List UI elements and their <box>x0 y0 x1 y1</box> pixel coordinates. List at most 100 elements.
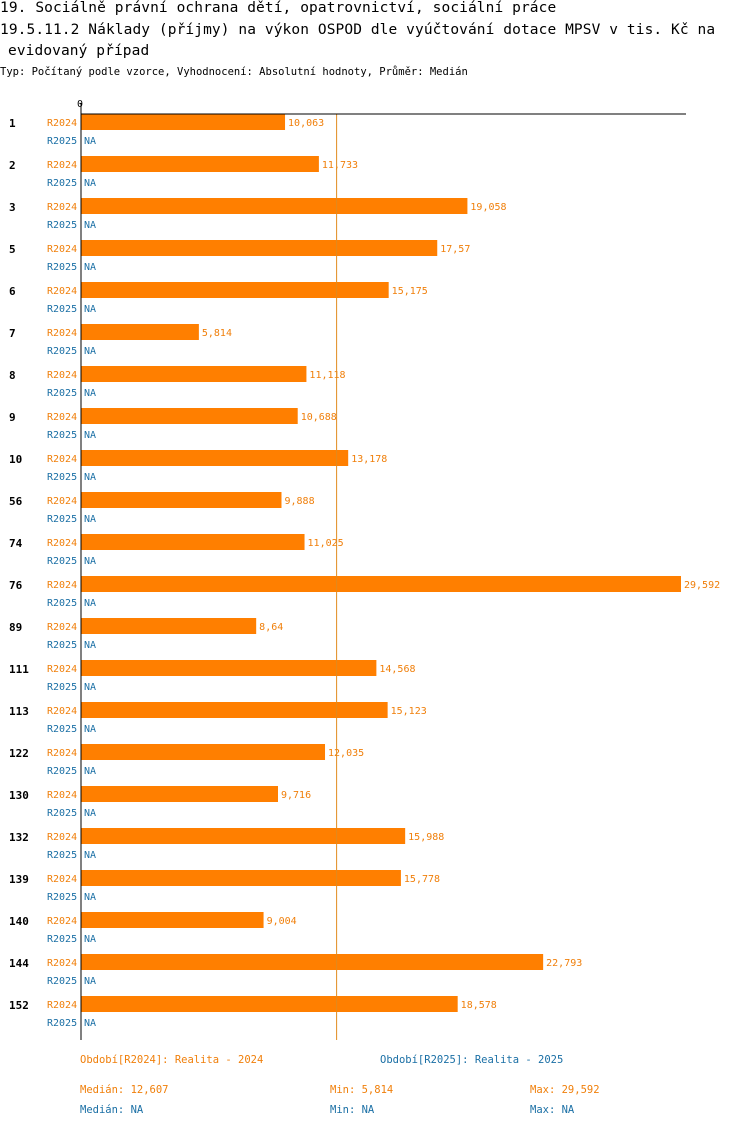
category-label: 122 <box>9 747 29 760</box>
category-label: 140 <box>9 915 29 928</box>
series-label-r2024: R2024 <box>47 202 77 213</box>
data-label-r2024: 15,175 <box>392 286 428 297</box>
series-label-r2025: R2025 <box>47 976 77 987</box>
data-label-r2025: NA <box>84 514 96 525</box>
series-label-r2024: R2024 <box>47 790 77 801</box>
stat-r2024-median: Medián: 12,607 <box>80 1084 169 1096</box>
bar-r2024 <box>81 660 377 676</box>
data-label-r2024: 17,57 <box>440 244 470 255</box>
data-label-r2024: 11,733 <box>322 160 358 171</box>
series-label-r2025: R2025 <box>47 556 77 567</box>
series-label-r2024: R2024 <box>47 580 77 591</box>
bar-r2024 <box>81 702 388 718</box>
series-label-r2025: R2025 <box>47 262 77 273</box>
bar-r2024 <box>81 786 278 802</box>
bar-r2024 <box>81 744 326 760</box>
legend-r2025-title: Období[R2025]: Realita - 2025 <box>380 1054 564 1066</box>
category-label: 74 <box>9 537 23 550</box>
series-label-r2025: R2025 <box>47 514 77 525</box>
category-label: 132 <box>9 831 29 844</box>
series-label-r2025: R2025 <box>47 220 77 231</box>
data-label-r2024: 11,025 <box>308 538 344 549</box>
series-label-r2024: R2024 <box>47 286 77 297</box>
category-label: 56 <box>9 495 23 508</box>
series-label-r2025: R2025 <box>47 892 77 903</box>
data-label-r2025: NA <box>84 346 96 357</box>
series-label-r2024: R2024 <box>47 706 77 717</box>
bar-r2024 <box>81 366 307 382</box>
data-label-r2024: 15,123 <box>391 706 427 717</box>
category-label: 3 <box>9 201 16 214</box>
series-label-r2024: R2024 <box>47 748 77 759</box>
chart-title-line-2: 19.5.11.2 Náklady (příjmy) na výkon OSPO… <box>0 22 716 38</box>
chart-title-line-3: evidovaný případ <box>8 43 150 59</box>
series-label-r2025: R2025 <box>47 598 77 609</box>
series-label-r2024: R2024 <box>47 958 77 969</box>
series-label-r2025: R2025 <box>47 850 77 861</box>
category-label: 6 <box>9 285 16 298</box>
data-label-r2025: NA <box>84 724 96 735</box>
series-label-r2025: R2025 <box>47 388 77 399</box>
data-label-r2024: 22,793 <box>546 958 582 969</box>
category-label: 130 <box>9 789 29 802</box>
series-label-r2025: R2025 <box>47 472 77 483</box>
data-label-r2024: 15,988 <box>408 832 444 843</box>
series-label-r2025: R2025 <box>47 430 77 441</box>
data-label-r2024: 11,118 <box>309 370 345 381</box>
bar-chart: 0 1 R2024 10,063 R2025 NA 2 R2024 11,733 R2025 NA 3… <box>9 99 720 1040</box>
data-label-r2025: NA <box>84 472 96 483</box>
category-label: 5 <box>9 243 16 256</box>
category-label: 8 <box>9 369 16 382</box>
category-label: 9 <box>9 411 16 424</box>
data-label-r2025: NA <box>84 682 96 693</box>
legend-r2024-title: Období[R2024]: Realita - 2024 <box>80 1054 264 1066</box>
bar-r2024 <box>81 492 282 508</box>
data-label-r2025: NA <box>84 892 96 903</box>
series-label-r2025: R2025 <box>47 640 77 651</box>
bar-r2024 <box>81 534 305 550</box>
data-label-r2025: NA <box>84 304 96 315</box>
series-label-r2024: R2024 <box>47 874 77 885</box>
data-label-r2024: 9,004 <box>267 916 297 927</box>
category-label: 7 <box>9 327 16 340</box>
series-label-r2025: R2025 <box>47 304 77 315</box>
bar-r2024 <box>81 114 286 130</box>
series-label-r2024: R2024 <box>47 622 77 633</box>
data-label-r2024: 8,64 <box>259 622 283 633</box>
bar-r2024 <box>81 870 401 886</box>
category-label: 76 <box>9 579 23 592</box>
series-label-r2025: R2025 <box>47 724 77 735</box>
bar-r2024 <box>81 912 264 928</box>
stat-r2024-min: Min: 5,814 <box>330 1084 394 1096</box>
data-label-r2025: NA <box>84 1018 96 1029</box>
series-label-r2024: R2024 <box>47 370 77 381</box>
bar-r2024 <box>81 618 257 634</box>
data-label-r2025: NA <box>84 556 96 567</box>
series-label-r2024: R2024 <box>47 160 77 171</box>
data-label-r2024: 13,178 <box>351 454 387 465</box>
category-label: 2 <box>9 159 16 172</box>
series-label-r2024: R2024 <box>47 118 77 129</box>
data-label-r2024: 15,778 <box>404 874 440 885</box>
data-label-r2024: 19,058 <box>470 202 506 213</box>
series-label-r2024: R2024 <box>47 244 77 255</box>
data-label-r2025: NA <box>84 976 96 987</box>
series-label-r2024: R2024 <box>47 454 77 465</box>
category-label: 113 <box>9 705 29 718</box>
series-label-r2024: R2024 <box>47 916 77 927</box>
data-label-r2025: NA <box>84 430 96 441</box>
data-label-r2025: NA <box>84 850 96 861</box>
data-label-r2024: 10,688 <box>301 412 337 423</box>
data-label-r2025: NA <box>84 178 96 189</box>
chart-title-line-1: 19. Sociálně právní ochrana dětí, opatro… <box>0 0 557 16</box>
data-label-r2025: NA <box>84 640 96 651</box>
bar-r2024 <box>81 996 458 1012</box>
series-label-r2025: R2025 <box>47 682 77 693</box>
bar-r2024 <box>81 954 544 970</box>
axis-zero-label: 0 <box>77 99 83 110</box>
stat-r2025-max: Max: NA <box>530 1104 575 1116</box>
data-label-r2024: 14,568 <box>379 664 415 675</box>
data-label-r2024: 9,716 <box>281 790 311 801</box>
bar-r2024 <box>81 450 349 466</box>
series-label-r2024: R2024 <box>47 1000 77 1011</box>
